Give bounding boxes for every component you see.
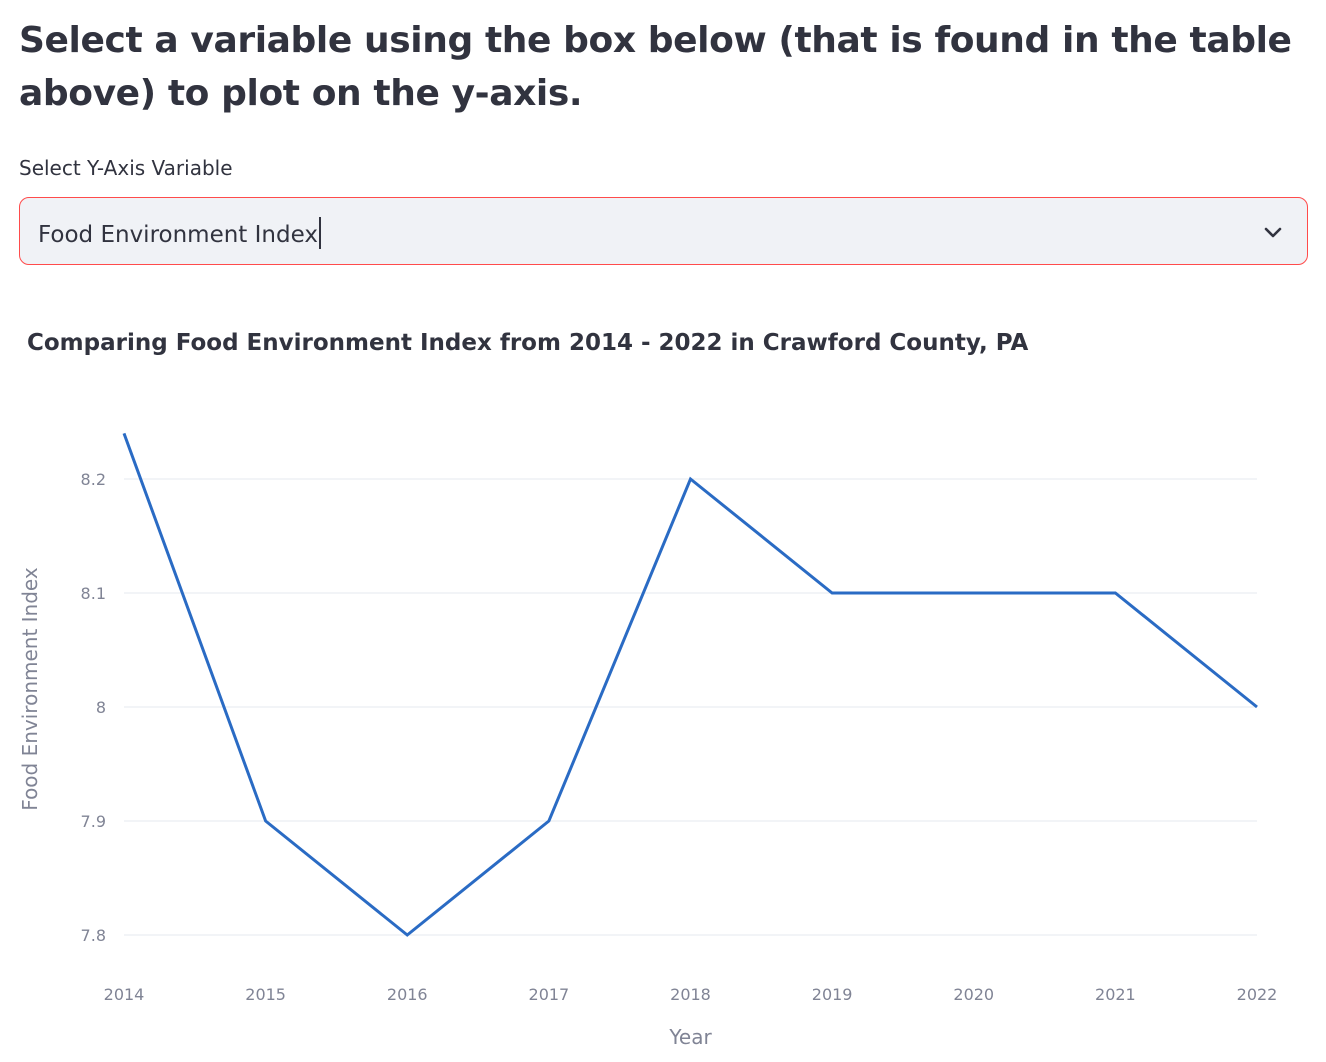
y-tick-label: 7.8 [81, 926, 106, 945]
chart-svg: Comparing Food Environment Index from 20… [18, 330, 1278, 1049]
select-value-text: Food Environment Index [38, 222, 318, 248]
chart-title: Comparing Food Environment Index from 20… [27, 330, 1029, 356]
x-tick-label: 2015 [245, 985, 286, 1004]
y-tick-label: 8 [96, 698, 106, 717]
x-tick-label: 2014 [104, 985, 145, 1004]
select-label: Select Y-Axis Variable [19, 156, 233, 180]
y-tick-label: 7.9 [81, 812, 106, 831]
x-tick-label: 2016 [387, 985, 428, 1004]
x-tick-label: 2019 [812, 985, 853, 1004]
chevron-down-icon[interactable] [1261, 220, 1285, 244]
series-line [122, 432, 1258, 937]
x-axis-title: Year [668, 1025, 712, 1049]
select-value[interactable]: Food Environment Index [38, 217, 321, 250]
x-tick-label: 2018 [670, 985, 711, 1004]
text-cursor [318, 217, 321, 249]
x-tick-label: 2022 [1237, 985, 1278, 1004]
y-tick-label: 8.2 [81, 470, 106, 489]
x-tick-label: 2017 [529, 985, 570, 1004]
y-axis-title: Food Environment Index [18, 567, 42, 811]
page-heading: Select a variable using the box below (t… [19, 20, 1292, 114]
line-chart: Comparing Food Environment Index from 20… [0, 300, 1326, 1062]
y-tick-label: 8.1 [81, 584, 106, 603]
x-tick-label: 2020 [953, 985, 994, 1004]
x-tick-label: 2021 [1095, 985, 1136, 1004]
y-axis-variable-select[interactable]: Food Environment Index [19, 197, 1308, 265]
